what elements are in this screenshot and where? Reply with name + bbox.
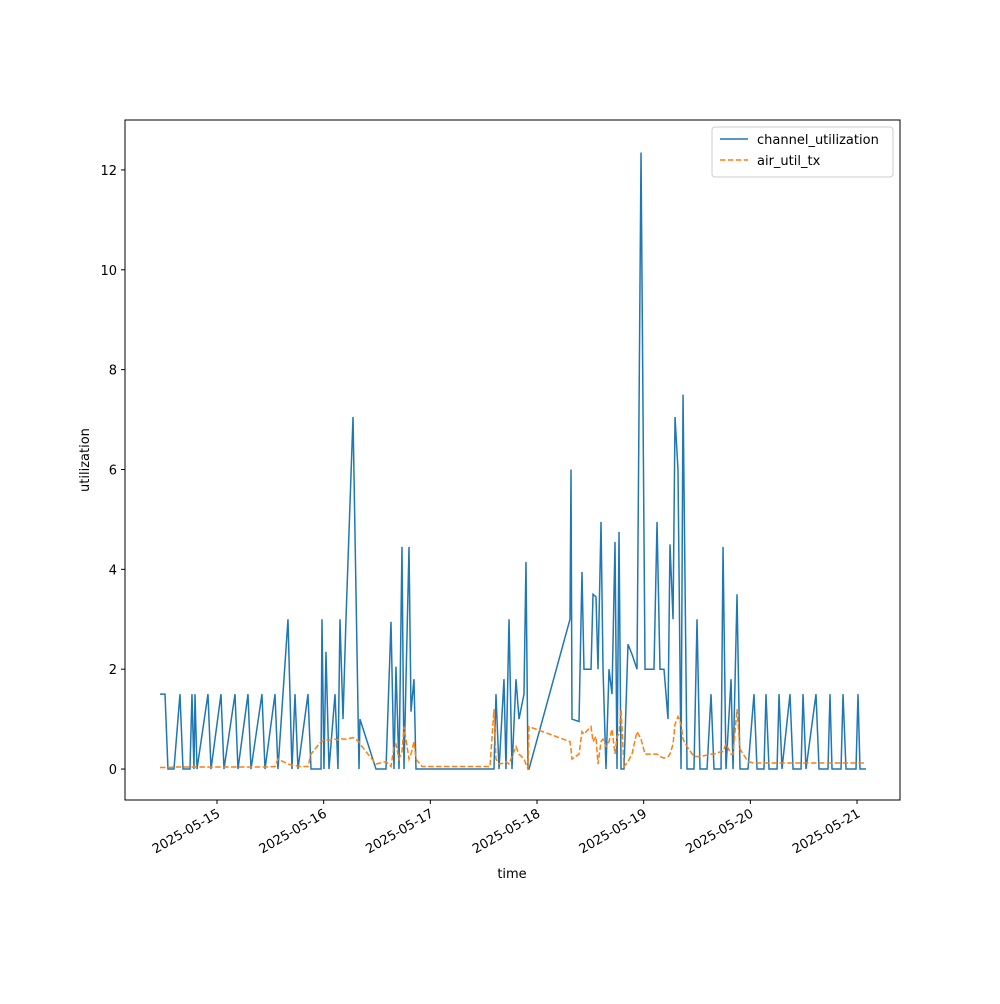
plot-frame: [124, 119, 901, 801]
x-tick-label: 2025-05-15: [150, 806, 223, 857]
data-line: [159, 709, 866, 770]
y-tick-label: 12: [100, 164, 117, 179]
x-tick-label: 2025-05-19: [577, 806, 650, 857]
legend-label: channel_utilization: [757, 133, 879, 148]
x-tick-label: 2025-05-16: [257, 806, 330, 857]
x-tick-label: 2025-05-21: [790, 806, 863, 857]
y-tick-label: 6: [109, 463, 117, 478]
y-tick-label: 4: [109, 563, 117, 578]
y-tick-label: 10: [100, 264, 117, 279]
x-axis-label: time: [497, 867, 526, 882]
legend-box: [711, 126, 894, 178]
y-tick-label: 0: [109, 763, 117, 778]
x-tick-label: 2025-05-17: [363, 806, 436, 857]
y-tick-label: 8: [109, 364, 117, 379]
x-tick-label: 2025-05-20: [683, 806, 756, 857]
data-line: [159, 152, 866, 770]
legend-label: air_util_tx: [757, 154, 821, 169]
x-tick-label: 2025-05-18: [470, 806, 543, 857]
y-axis-label: utilization: [78, 428, 93, 492]
y-tick-label: 2: [109, 663, 117, 678]
